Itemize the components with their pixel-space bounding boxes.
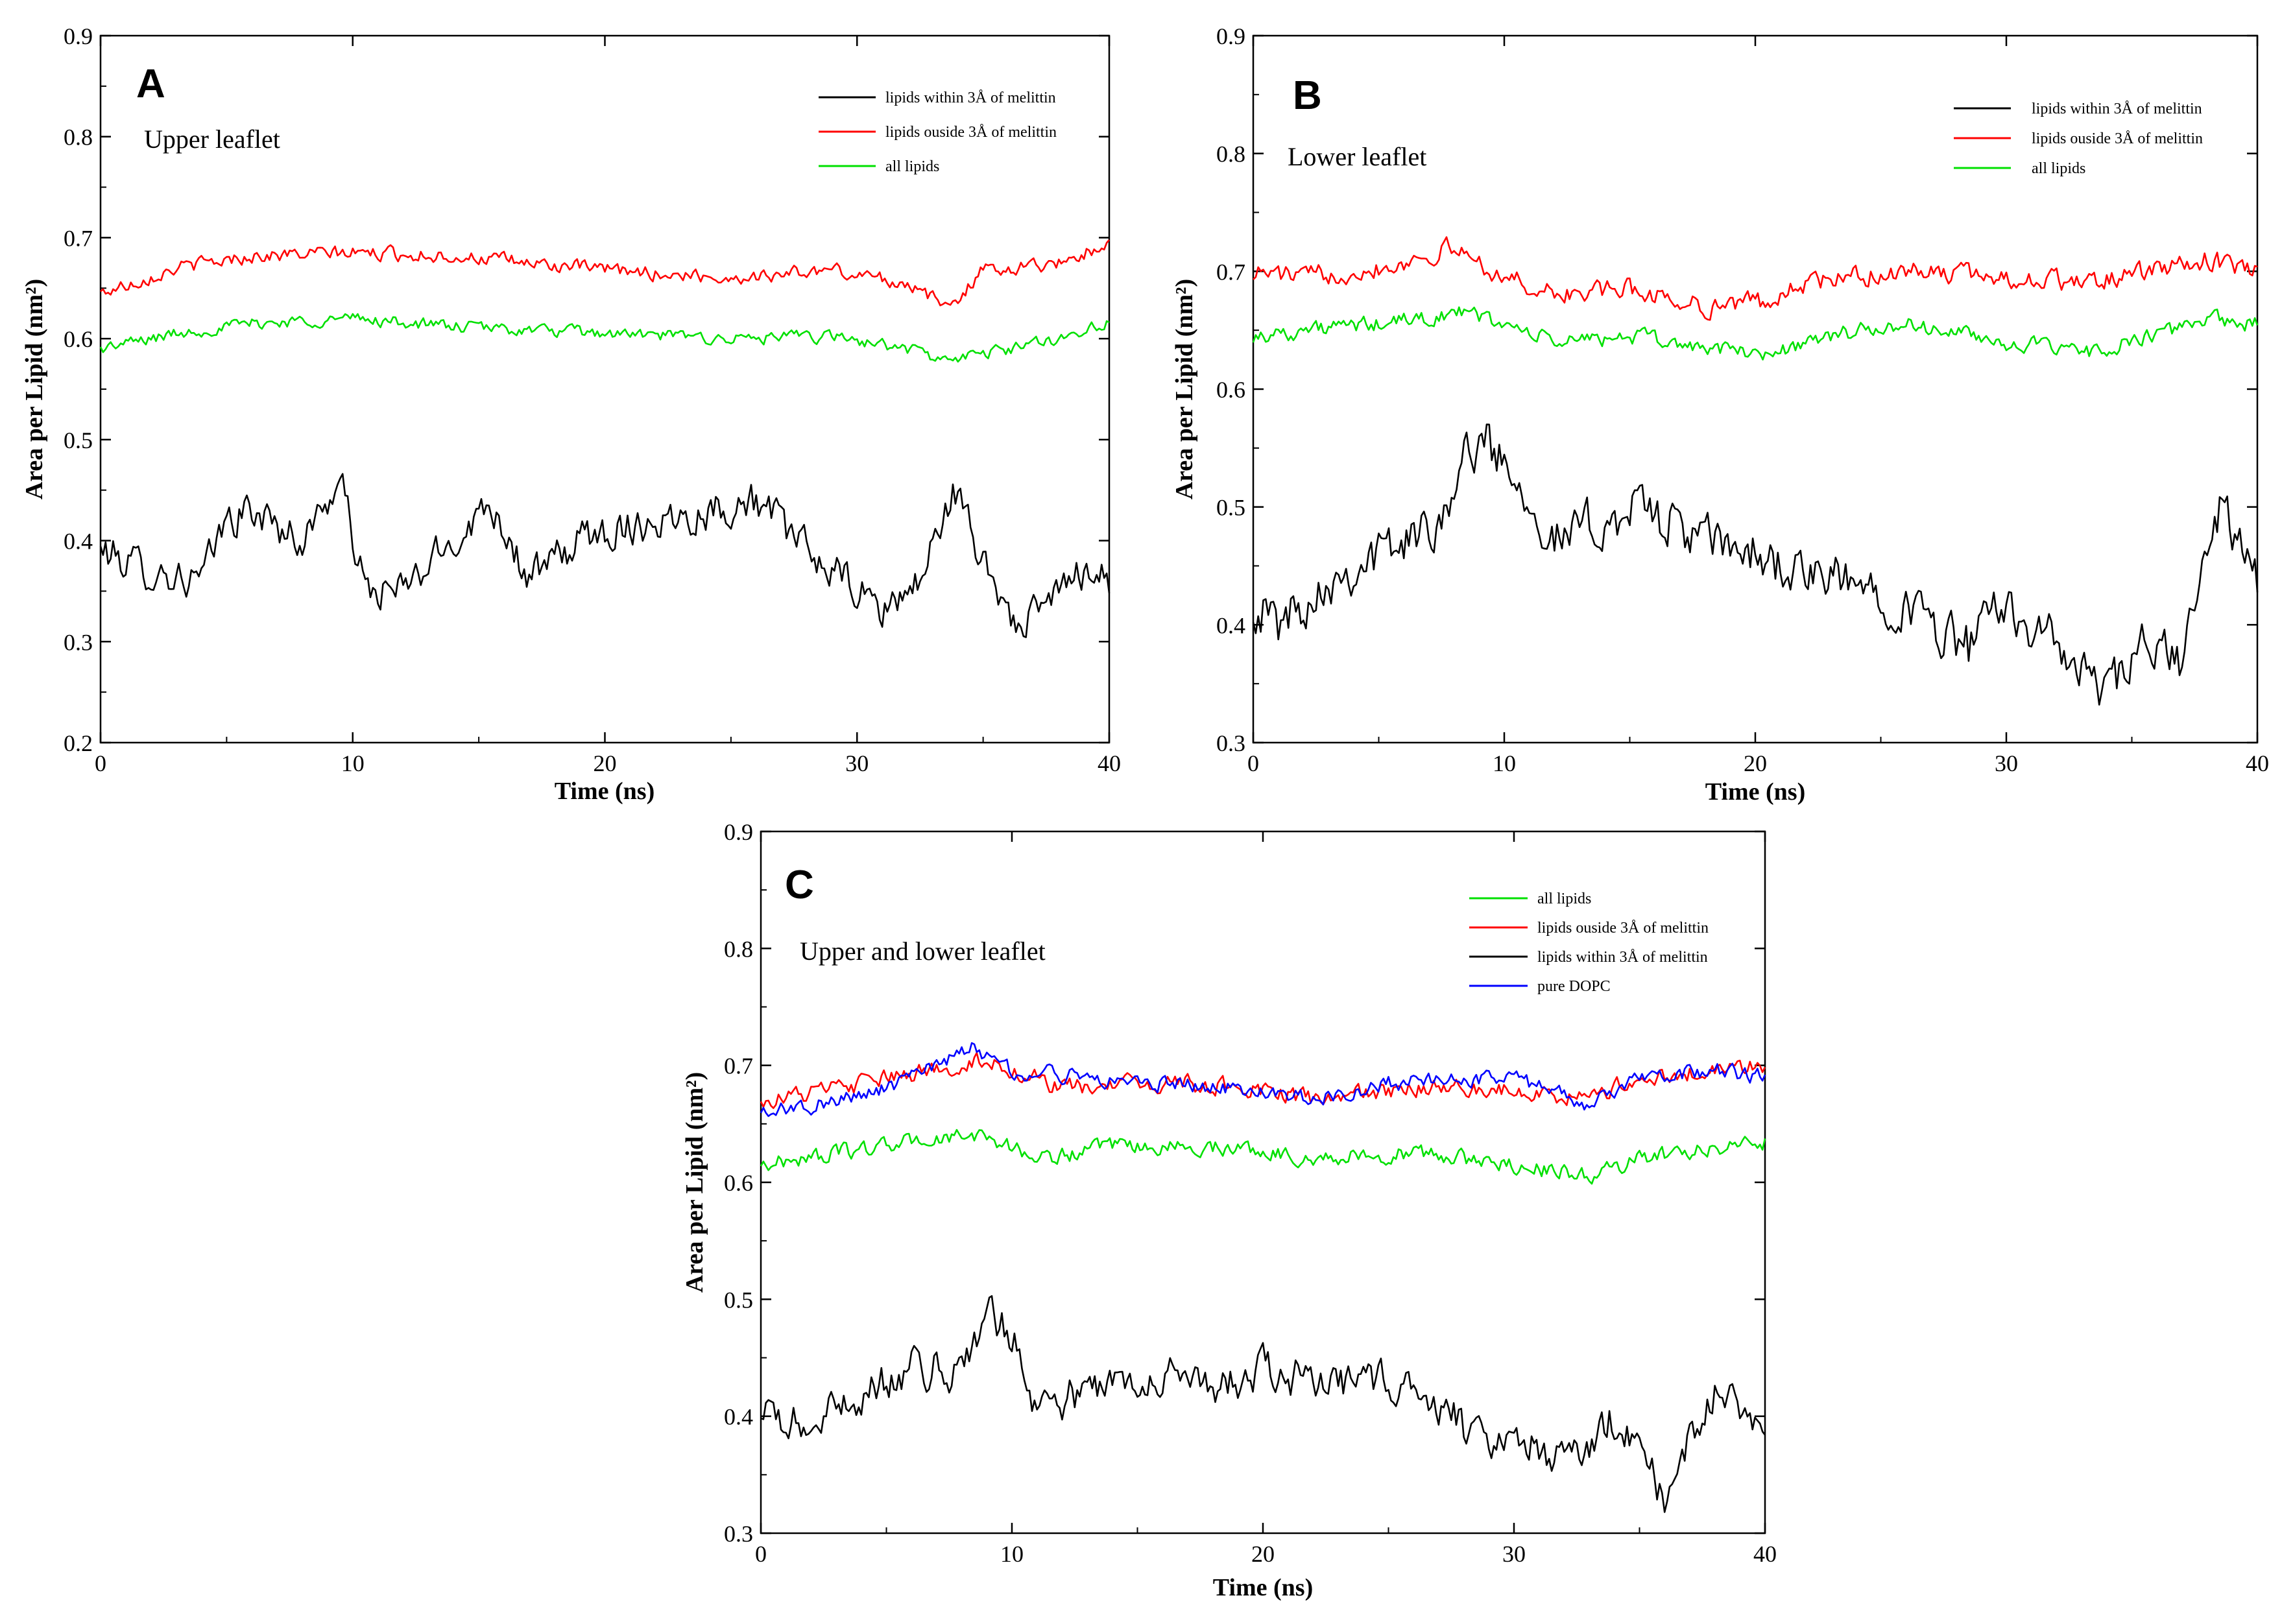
panel-a-letter: A	[136, 62, 165, 106]
y-tick-label: 0.4	[724, 1404, 753, 1430]
y-tick-label: 0.5	[64, 427, 93, 453]
panel-b-ticks: 0 10 20 30 40 0.3 0.4 0.5 0.6 0.7 0.8 0.9	[1216, 23, 2269, 776]
panel-c-legend: all lipids lipids ouside 3Å of melittin li…	[1469, 890, 1709, 995]
x-tick-label: 40	[1098, 750, 1121, 776]
y-tick-label: 0.9	[1216, 23, 1245, 49]
legend-label-all: all lipids	[885, 158, 939, 175]
panel-b: 0 10 20 30 40 0.3 0.4 0.5 0.6 0.7 0.8 0.9 B Lower l…	[1171, 23, 2269, 806]
x-tick-label: 0	[95, 750, 106, 776]
x-tick-label: 10	[341, 750, 365, 776]
panel-a: 0 10 20 30 40 0.2 0.3 0.4 0.5 0.6 0.7 0.8 0.9 A Uppe…	[21, 23, 1121, 805]
y-tick-label: 0.8	[724, 936, 753, 962]
panel-b-annotation: Lower leaflet	[1288, 142, 1426, 171]
x-tick-label: 30	[845, 750, 869, 776]
legend-label-all: all lipids	[1537, 890, 1591, 907]
series-line-within	[760, 1295, 1766, 1513]
series-line-all	[760, 1128, 1766, 1185]
legend-label-within: lipids within 3Å of melittin	[885, 90, 1056, 106]
y-tick-label: 0.9	[64, 23, 93, 49]
series-line-within	[99, 473, 1111, 638]
x-tick-label: 10	[1000, 1541, 1024, 1567]
panel-c-annotation: Upper and lower leaflet	[800, 937, 1046, 966]
y-tick-label: 0.6	[724, 1170, 753, 1196]
y-tick-label: 0.4	[1216, 612, 1245, 638]
y-tick-label: 0.9	[724, 819, 753, 845]
x-tick-label: 20	[1251, 1541, 1275, 1567]
x-tick-label: 0	[755, 1541, 767, 1567]
y-tick-label: 0.5	[1216, 495, 1245, 521]
series-line-outside	[760, 1052, 1766, 1109]
legend-label-outside: lipids ouside 3Å of melittin	[1537, 920, 1709, 937]
panel-c: 0 10 20 30 40 0.3 0.4 0.5 0.6 0.7 0.8 0.9 C Upper a…	[681, 819, 1777, 1601]
legend-label-outside: lipids ouside 3Å of melittin	[885, 124, 1057, 141]
x-tick-label: 10	[1493, 750, 1516, 776]
panel-a-series	[99, 239, 1111, 638]
legend-label-within: lipids within 3Å of melittin	[2032, 101, 2202, 117]
panel-b-letter: B	[1293, 73, 1322, 118]
panel-a-ticks: 0 10 20 30 40 0.2 0.3 0.4 0.5 0.6 0.7 0.8 0.9	[64, 23, 1121, 776]
y-tick-label: 0.7	[724, 1053, 753, 1079]
panel-b-ylabel: Area per Lipid (nm²)	[1171, 279, 1198, 499]
panel-a-xlabel: Time (ns)	[555, 778, 655, 805]
panel-c-xlabel: Time (ns)	[1213, 1574, 1313, 1601]
y-tick-label: 0.4	[64, 529, 93, 555]
panel-a-legend: lipids within 3Å of melittin lipids ousid…	[819, 90, 1057, 175]
legend-label-all: all lipids	[2032, 160, 2085, 177]
panel-a-annotation: Upper leaflet	[144, 125, 280, 154]
y-tick-label: 0.8	[64, 125, 93, 150]
x-tick-label: 30	[1502, 1541, 1526, 1567]
legend-label-outside: lipids ouside 3Å of melittin	[2032, 130, 2203, 147]
panel-c-ticks: 0 10 20 30 40 0.3 0.4 0.5 0.6 0.7 0.8 0.9	[724, 819, 1777, 1567]
y-tick-label: 0.3	[724, 1521, 753, 1547]
x-tick-label: 20	[1744, 750, 1767, 776]
x-tick-label: 40	[1753, 1541, 1777, 1567]
y-tick-label: 0.3	[1216, 730, 1245, 756]
y-tick-label: 0.6	[1216, 377, 1245, 403]
x-tick-label: 40	[2246, 750, 2269, 776]
panel-c-letter: C	[785, 863, 814, 907]
y-tick-label: 0.8	[1216, 141, 1245, 167]
x-tick-label: 0	[1247, 750, 1259, 776]
panel-b-series	[1252, 236, 2259, 706]
y-tick-label: 0.2	[64, 730, 93, 756]
series-line-all	[99, 313, 1110, 363]
series-line-outside	[1253, 236, 2258, 321]
legend-label-pure: pure DOPC	[1537, 978, 1611, 995]
series-line-pure	[760, 1042, 1766, 1117]
y-tick-label: 0.7	[1216, 259, 1245, 285]
panel-a-ylabel: Area per Lipid (nm²)	[21, 279, 48, 499]
x-tick-label: 30	[1995, 750, 2018, 776]
panel-c-ylabel: Area per Lipid (nm²)	[681, 1072, 708, 1293]
series-line-all	[1252, 306, 2259, 361]
series-line-outside	[100, 239, 1110, 307]
panel-b-legend: lipids within 3Å of melittin lipids ousid…	[1954, 101, 2203, 177]
series-line-within	[1252, 424, 2259, 706]
y-tick-label: 0.5	[724, 1287, 753, 1313]
y-tick-label: 0.7	[64, 225, 93, 251]
x-tick-label: 20	[594, 750, 617, 776]
y-tick-label: 0.3	[64, 629, 93, 655]
panel-b-xlabel: Time (ns)	[1705, 778, 1805, 806]
legend-label-within: lipids within 3Å of melittin	[1537, 949, 1708, 966]
y-tick-label: 0.6	[64, 326, 93, 352]
panel-c-series	[760, 1042, 1766, 1513]
